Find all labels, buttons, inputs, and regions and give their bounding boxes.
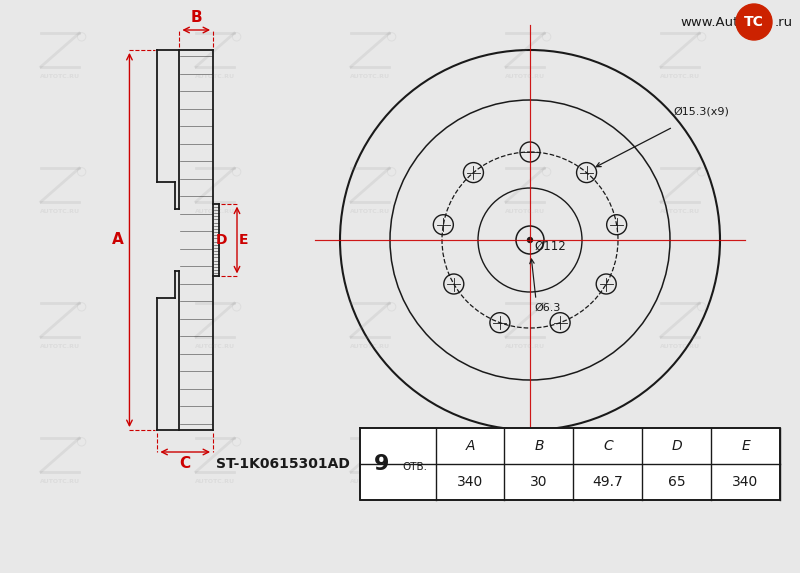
Text: www.Auto: www.Auto [680,15,746,29]
Text: AUTOTC.RU: AUTOTC.RU [505,344,545,349]
Text: Ø112: Ø112 [534,240,566,253]
Text: TC: TC [744,15,764,29]
Text: AUTOTC.RU: AUTOTC.RU [40,209,80,214]
Text: AUTOTC.RU: AUTOTC.RU [350,479,390,484]
Text: 65: 65 [668,475,686,489]
Text: 340: 340 [733,475,758,489]
Text: A: A [111,233,123,248]
Text: AUTOTC.RU: AUTOTC.RU [195,74,235,79]
Text: Ø15.3(x9): Ø15.3(x9) [673,106,729,116]
Text: AUTOTC.RU: AUTOTC.RU [660,479,700,484]
Text: AUTOTC.RU: AUTOTC.RU [505,479,545,484]
Bar [360,428,780,500]
Text: AUTOTC.RU: AUTOTC.RU [195,209,235,214]
Text: B: B [190,10,202,26]
Text: 9: 9 [374,454,389,474]
Text: AUTOTC.RU: AUTOTC.RU [660,344,700,349]
Text: ОТВ.: ОТВ. [402,462,427,472]
Text: AUTOTC.RU: AUTOTC.RU [40,479,80,484]
Text: D: D [215,233,227,247]
Text: 340: 340 [457,475,483,489]
Text: AUTOTC.RU: AUTOTC.RU [195,344,235,349]
Text: AUTOTC.RU: AUTOTC.RU [350,344,390,349]
Text: C: C [603,439,613,453]
Text: .ru: .ru [775,15,793,29]
Text: AUTOTC.RU: AUTOTC.RU [505,74,545,79]
Text: AUTOTC.RU: AUTOTC.RU [350,209,390,214]
Text: AUTOTC.RU: AUTOTC.RU [40,344,80,349]
Text: ST-1K0615301AD: ST-1K0615301AD [216,457,350,471]
Text: E: E [741,439,750,453]
Circle shape [527,237,533,242]
Text: E: E [239,233,249,247]
Text: AUTOTC.RU: AUTOTC.RU [505,209,545,214]
Text: B: B [534,439,544,453]
Text: AUTOTC.RU: AUTOTC.RU [660,74,700,79]
Text: 30: 30 [530,475,548,489]
Text: AUTOTC.RU: AUTOTC.RU [40,74,80,79]
Text: D: D [671,439,682,453]
Text: Ø6.3: Ø6.3 [534,303,560,313]
Text: A: A [466,439,474,453]
Text: C: C [180,457,190,472]
Circle shape [736,4,772,40]
Text: 49.7: 49.7 [593,475,623,489]
Text: AUTOTC.RU: AUTOTC.RU [350,74,390,79]
Text: AUTOTC.RU: AUTOTC.RU [195,479,235,484]
Text: AUTOTC.RU: AUTOTC.RU [660,209,700,214]
